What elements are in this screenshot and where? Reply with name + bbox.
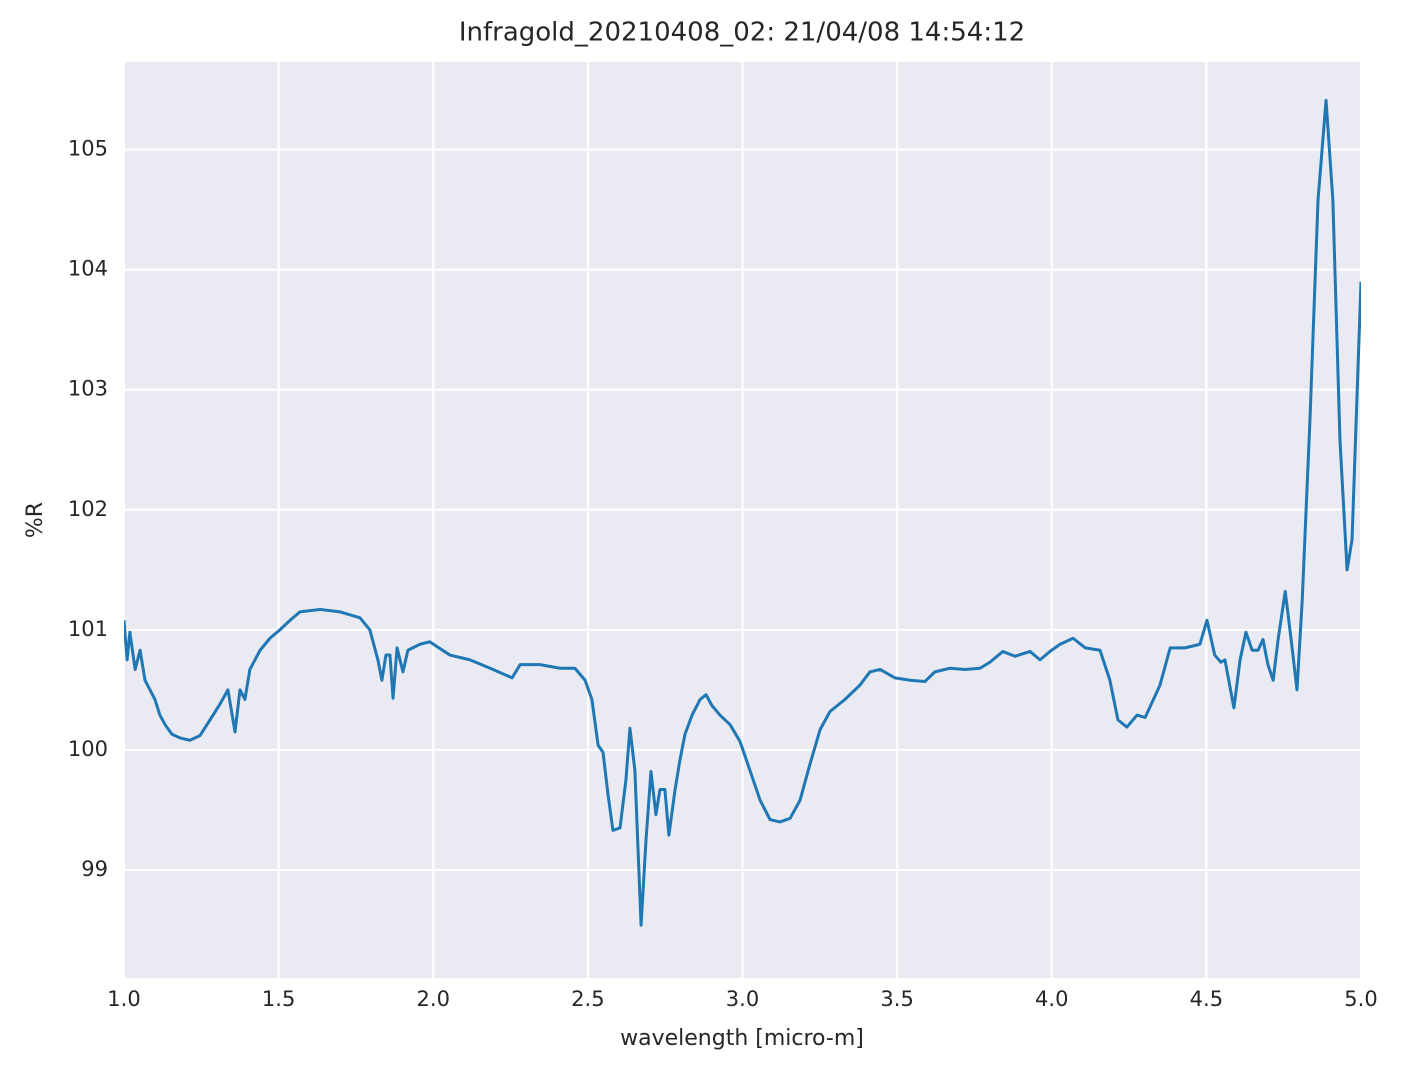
data-line [124,98,1361,927]
y-axis-label: %R [23,502,48,538]
y-tick-label: 100 [68,737,108,761]
x-tick-label: 5.0 [1344,987,1377,1011]
y-tick-label: 104 [68,257,108,281]
x-tick-label: 3.0 [726,987,759,1011]
x-axis-label: wavelength [micro-m] [620,1026,864,1051]
chart-title: Infragold_20210408_02: 21/04/08 14:54:12 [459,18,1025,48]
y-tick-label: 99 [81,857,108,881]
x-tick-label: 1.5 [262,987,295,1011]
y-tick-label: 105 [68,137,108,161]
x-tick-label: 2.0 [417,987,450,1011]
x-tick-label: 1.0 [107,987,140,1011]
x-tick-label: 3.5 [880,987,913,1011]
x-tick-label: 4.0 [1035,987,1068,1011]
x-tick-label: 4.5 [1190,987,1223,1011]
y-tick-label: 103 [68,377,108,401]
y-tick-label: 102 [68,497,108,521]
y-tick-label: 101 [68,617,108,641]
x-tick-label: 2.5 [571,987,604,1011]
